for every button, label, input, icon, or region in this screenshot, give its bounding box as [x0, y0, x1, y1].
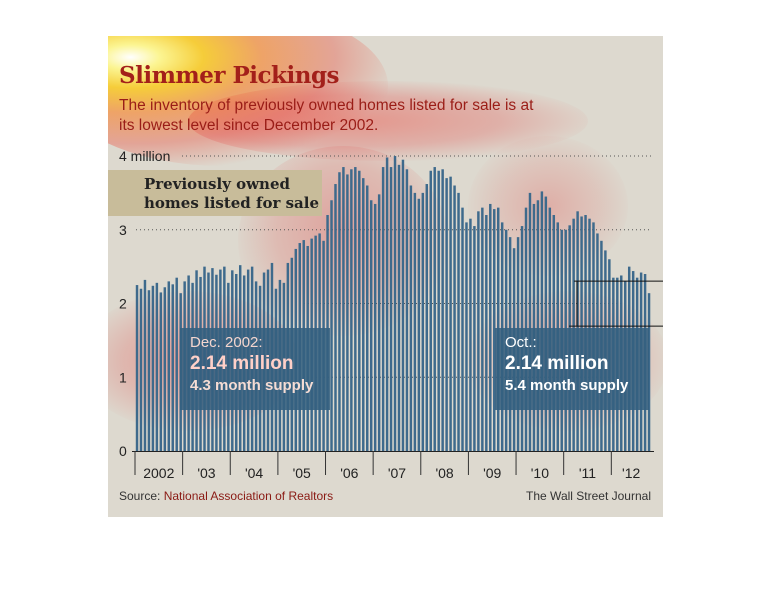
source-org: National Association of Realtors — [163, 489, 334, 503]
bar — [175, 277, 178, 451]
bar — [401, 159, 405, 451]
x-tick-label: '08 — [435, 465, 453, 481]
bar — [647, 293, 651, 451]
bar — [449, 176, 452, 451]
legend-label-line1: Previously owned — [144, 175, 290, 193]
bar — [385, 157, 389, 451]
x-tick-label: '03 — [197, 465, 215, 481]
bar — [167, 281, 171, 452]
bar — [330, 200, 333, 451]
x-tick-label: '11 — [579, 465, 596, 481]
bar — [421, 192, 425, 452]
bar — [457, 192, 460, 452]
bar — [417, 198, 421, 451]
bar — [453, 185, 456, 451]
bar — [143, 279, 147, 451]
bar — [409, 185, 413, 451]
legend-label-line2: homes listed for sale — [144, 194, 320, 212]
bar — [397, 164, 401, 451]
bar — [350, 169, 353, 451]
bar — [437, 170, 440, 451]
bar — [493, 209, 496, 451]
bar — [425, 184, 429, 451]
bar — [366, 185, 369, 451]
callout-value: 2.14 million — [190, 353, 294, 374]
bar — [369, 200, 373, 451]
bar — [528, 192, 532, 452]
bar — [544, 196, 548, 451]
legend-box — [108, 170, 322, 216]
bar — [405, 169, 409, 451]
bar — [469, 218, 472, 451]
bar — [334, 184, 337, 451]
x-tick-label: '10 — [531, 465, 549, 481]
y-tick-label: 1 — [119, 369, 127, 385]
source-note: Source: National Association of Realtors — [119, 489, 333, 503]
x-tick-label: '04 — [245, 465, 263, 481]
bar — [377, 194, 381, 451]
x-tick-label: '07 — [388, 465, 406, 481]
y-tick-label: 2 — [119, 296, 127, 312]
bar — [465, 222, 468, 452]
x-tick-label: '09 — [483, 465, 501, 481]
bar — [461, 207, 464, 452]
bar — [338, 172, 341, 452]
callout-date: Oct.: — [505, 334, 537, 351]
callout-oct: Oct.: 2.14 million 5.4 month supply — [495, 328, 649, 410]
x-tick-label: 2002 — [143, 465, 174, 481]
bar — [373, 203, 377, 451]
x-tick-label: '05 — [293, 465, 311, 481]
bar — [477, 211, 480, 451]
chart-card: Slimmer Pickings The inventory of previo… — [108, 36, 663, 517]
bar — [135, 285, 139, 451]
bar — [159, 292, 163, 451]
bar — [147, 290, 151, 451]
source-prefix: Source: — [119, 489, 164, 503]
bar — [441, 169, 444, 451]
y-tick-label: 3 — [119, 222, 127, 238]
legend-label: Previously owned homes listed for sale — [144, 175, 334, 213]
bar — [155, 282, 159, 451]
bar — [381, 167, 385, 451]
bar — [473, 226, 476, 451]
credit-note: The Wall Street Journal — [526, 489, 651, 503]
bar — [389, 167, 393, 451]
bar — [139, 288, 143, 451]
bar — [445, 178, 448, 452]
bar — [481, 207, 484, 452]
bar — [393, 156, 397, 451]
chart-title: Slimmer Pickings — [119, 62, 339, 89]
callout-dec-2002: Dec. 2002: 2.14 million 4.3 month supply — [180, 328, 330, 410]
bar — [163, 287, 167, 451]
callout-date: Dec. 2002: — [190, 334, 263, 351]
bar — [536, 200, 540, 451]
callout-supply: 5.4 month supply — [505, 377, 629, 394]
bar — [540, 191, 544, 451]
bar — [433, 167, 436, 451]
bar — [171, 284, 174, 451]
bar — [342, 167, 345, 451]
x-tick-label: '06 — [340, 465, 358, 481]
bar — [358, 170, 361, 451]
callout-supply: 4.3 month supply — [190, 377, 314, 394]
bar — [413, 192, 417, 452]
bar — [362, 178, 365, 452]
chart-subtitle: The inventory of previously owned homes … — [119, 97, 534, 134]
bar — [532, 203, 536, 451]
x-tick-label: '12 — [622, 465, 640, 481]
bar — [354, 167, 357, 451]
callout-value: 2.14 million — [505, 353, 609, 374]
y-tick-label: 4 million — [119, 148, 170, 164]
bar — [346, 174, 349, 451]
bar — [485, 215, 488, 451]
y-tick-label: 0 — [119, 443, 127, 459]
bar — [151, 285, 155, 451]
bar — [429, 170, 432, 451]
bar — [489, 203, 492, 451]
bar-chart: 0 1 2 3 4 million 2002 '03 '04 '05 '06 '07 '08 '09 '1… — [119, 148, 663, 481]
